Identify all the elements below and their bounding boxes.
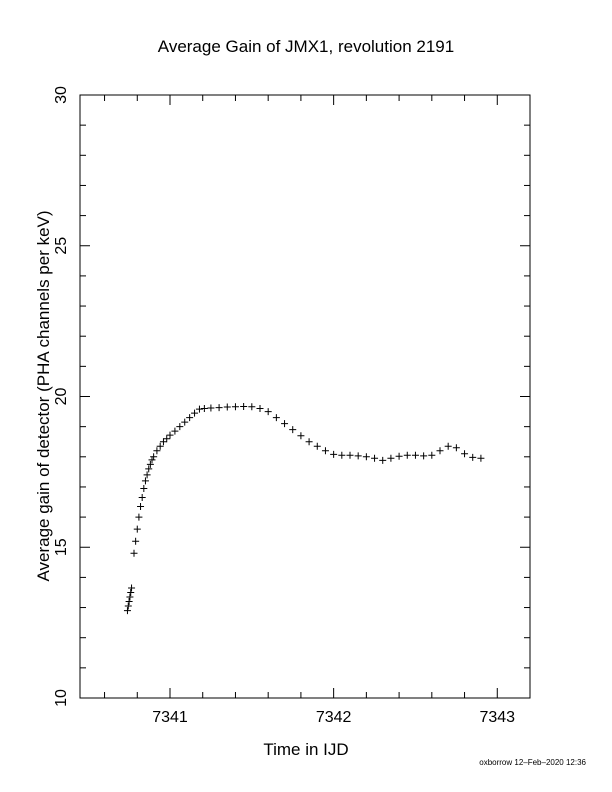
data-point [215, 404, 223, 412]
data-point [127, 588, 135, 596]
data-point [166, 431, 174, 439]
data-point [330, 450, 338, 458]
x-axis-label: Time in IJD [263, 740, 348, 759]
data-point [313, 442, 321, 450]
data-point [477, 454, 485, 462]
data-point [256, 405, 264, 413]
data-point [137, 503, 145, 511]
x-tick-label: 7342 [316, 709, 352, 726]
x-tick-label: 7343 [479, 709, 515, 726]
data-point [354, 452, 362, 460]
data-point [148, 456, 156, 464]
data-point [126, 593, 134, 601]
data-point [411, 451, 419, 459]
data-point [223, 403, 231, 411]
data-point [124, 602, 132, 610]
y-tick-label: 15 [53, 538, 70, 556]
data-point [186, 414, 194, 422]
data-point [371, 454, 379, 462]
data-point [140, 484, 148, 492]
data-point [145, 465, 153, 473]
data-point [130, 549, 138, 557]
x-tick-label: 7341 [152, 709, 188, 726]
data-point [346, 451, 354, 459]
data-point [272, 414, 280, 422]
data-point [444, 442, 452, 450]
data-point [181, 418, 189, 426]
y-tick-label: 10 [53, 689, 70, 707]
data-point [200, 405, 208, 413]
chart-title: Average Gain of JMX1, revolution 2191 [158, 37, 454, 56]
data-point [171, 427, 179, 435]
data-point [240, 402, 248, 410]
data-point [123, 607, 131, 615]
data-point [163, 435, 171, 443]
data-point [436, 447, 444, 455]
y-axis-label: Average gain of detector (PHA channels p… [34, 210, 53, 581]
x-tick-labels: 7341 7342 7343 [152, 709, 515, 726]
data-point [297, 432, 305, 440]
data-point [146, 460, 154, 468]
data-point [128, 584, 136, 592]
y-tick-label: 25 [53, 237, 70, 255]
axis-ticks [80, 94, 531, 699]
y-tick-label: 30 [53, 86, 70, 104]
data-point [248, 403, 256, 411]
data-point [133, 525, 141, 533]
data-point [150, 453, 158, 461]
data-point [141, 477, 149, 485]
data-point [403, 451, 411, 459]
data-point [231, 403, 239, 411]
data-point [132, 537, 140, 545]
data-point [138, 494, 146, 502]
data-point [321, 447, 329, 455]
data-point [281, 420, 289, 428]
data-points [123, 402, 485, 615]
data-point [289, 426, 297, 434]
y-tick-labels: 10 15 20 25 30 [53, 86, 70, 707]
data-point [125, 598, 133, 606]
data-point [469, 453, 477, 461]
y-tick-label: 20 [53, 388, 70, 406]
data-point [135, 513, 143, 521]
data-point [264, 408, 272, 416]
data-point [195, 405, 203, 413]
footer-credit: oxborrow 12–Feb–2020 12:36 [479, 758, 586, 767]
data-point [159, 438, 167, 446]
data-point [338, 451, 346, 459]
data-point [176, 423, 184, 431]
data-point [153, 447, 161, 455]
data-point [395, 452, 403, 460]
data-point [379, 456, 387, 464]
data-point [461, 450, 469, 458]
data-point [143, 471, 151, 479]
data-point [156, 442, 164, 450]
data-point [362, 453, 370, 461]
plot-frame [79, 94, 531, 699]
data-point [428, 451, 436, 459]
data-point [305, 438, 313, 446]
data-point [191, 409, 199, 417]
data-point [387, 454, 395, 462]
data-point [420, 452, 428, 460]
data-point [452, 444, 460, 452]
data-point [207, 404, 215, 412]
